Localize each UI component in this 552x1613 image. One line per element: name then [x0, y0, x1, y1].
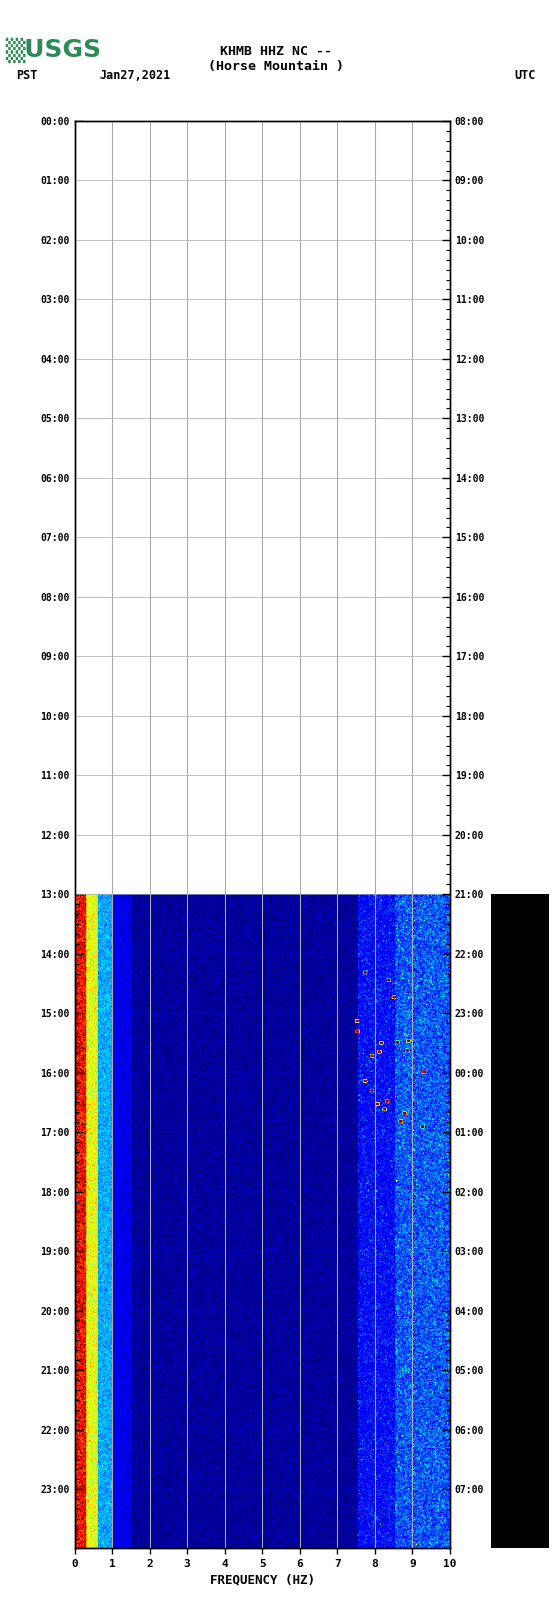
Text: PST: PST	[17, 69, 38, 82]
Text: Jan27,2021: Jan27,2021	[99, 69, 171, 82]
Text: KHMB HHZ NC --: KHMB HHZ NC --	[220, 45, 332, 58]
Text: (Horse Mountain ): (Horse Mountain )	[208, 60, 344, 73]
Bar	[75, 121, 450, 894]
Text: UTC: UTC	[514, 69, 535, 82]
X-axis label: FREQUENCY (HZ): FREQUENCY (HZ)	[210, 1573, 315, 1586]
Text: ▒USGS: ▒USGS	[6, 37, 102, 63]
